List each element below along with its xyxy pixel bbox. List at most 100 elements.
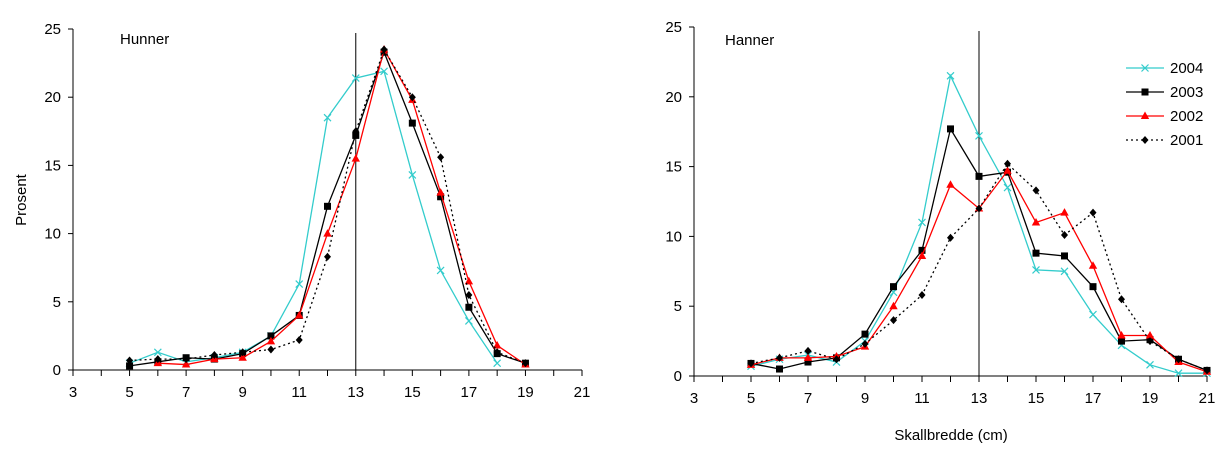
data-point	[747, 359, 755, 368]
data-point	[323, 113, 332, 122]
x-tick-label: 11	[291, 384, 307, 401]
data-point	[352, 127, 360, 136]
data-point	[803, 353, 813, 361]
data-point	[267, 345, 275, 354]
x-tick-label: 21	[1199, 390, 1216, 407]
data-point	[1032, 265, 1040, 274]
data-point	[323, 229, 332, 237]
series-line	[129, 47, 526, 364]
y-tick-label: 20	[44, 89, 61, 106]
legend-marker	[1141, 64, 1149, 72]
legend-label: 2003	[1170, 84, 1203, 101]
y-tick-label: 25	[665, 19, 682, 36]
legend-marker	[1140, 111, 1150, 119]
data-point	[804, 346, 812, 355]
legend-marker	[1141, 88, 1149, 96]
data-point	[1061, 252, 1068, 260]
data-point	[918, 291, 926, 300]
data-point	[266, 336, 276, 345]
x-tick-label: 19	[517, 384, 534, 401]
data-point	[493, 348, 501, 357]
data-point	[776, 353, 783, 362]
y-tick-label: 5	[674, 298, 682, 315]
x-axis-label: Skallbredde (cm)	[894, 427, 1007, 444]
data-point	[464, 316, 473, 325]
x-tick-label: 13	[347, 384, 364, 401]
data-point	[1175, 355, 1182, 364]
data-point	[1089, 208, 1097, 217]
x-tick-label: 17	[1085, 390, 1102, 407]
y-tick-label: 15	[44, 157, 61, 174]
data-point	[975, 204, 983, 213]
series-2001	[747, 159, 1211, 375]
data-point	[351, 154, 360, 162]
legend-item: 2003	[1126, 84, 1203, 101]
data-point	[776, 365, 783, 373]
data-point	[917, 251, 927, 259]
data-point	[946, 71, 955, 80]
legend-marker	[1141, 136, 1149, 144]
data-point	[437, 193, 445, 201]
panel-label: Hanner	[725, 32, 774, 49]
data-point	[889, 301, 898, 310]
data-point	[1089, 283, 1097, 291]
series-2002	[153, 44, 530, 368]
x-tick-label: 19	[1142, 390, 1159, 407]
x-tick-label: 3	[690, 390, 698, 407]
legend-label: 2001	[1170, 132, 1203, 149]
data-point	[1004, 159, 1011, 168]
data-point	[804, 358, 812, 366]
x-tick-label: 15	[1028, 390, 1045, 407]
data-point	[918, 218, 926, 227]
data-point	[238, 353, 247, 361]
data-point	[946, 180, 955, 188]
y-tick-label: 10	[665, 228, 682, 245]
x-tick-label: 5	[747, 390, 755, 407]
data-point	[408, 93, 416, 102]
data-point	[181, 360, 191, 368]
x-tick-label: 11	[914, 390, 930, 407]
x-tick-label: 15	[404, 384, 421, 401]
data-point	[521, 359, 529, 368]
data-point	[1203, 366, 1211, 375]
series-2004	[125, 67, 502, 368]
data-point	[1003, 183, 1012, 192]
data-point	[1118, 295, 1125, 304]
chart-panel: 0 5 10 15 20 25 3 5 7 9 11 13 15 17 19 21 Hunner Prosent	[13, 21, 590, 401]
series-line	[129, 70, 498, 364]
data-point	[861, 330, 869, 338]
x-tick-label: 7	[182, 384, 190, 401]
data-point	[1088, 261, 1098, 269]
data-point	[1003, 166, 1012, 174]
data-point	[295, 280, 304, 288]
chart-panel: 0 5 10 15 20 25 3 5 7 9 11 13 15 17 19 21 Hanner Skallbre…	[665, 19, 1215, 444]
data-point	[210, 350, 218, 359]
data-point	[1031, 217, 1041, 226]
data-point	[324, 202, 331, 210]
data-point	[380, 67, 388, 76]
data-point	[436, 188, 445, 196]
data-point	[493, 359, 502, 368]
y-tick-label: 25	[44, 21, 61, 38]
data-point	[1117, 331, 1126, 339]
data-point	[1032, 249, 1040, 257]
data-point	[351, 74, 360, 83]
data-point	[295, 310, 304, 319]
data-point	[267, 332, 275, 340]
data-point	[861, 339, 869, 348]
legend-item: 2001	[1126, 132, 1203, 149]
x-tick-label: 7	[804, 390, 812, 407]
legend-item: 2002	[1126, 108, 1203, 125]
panel-label: Hunner	[120, 31, 169, 48]
data-point	[465, 290, 473, 299]
data-point	[1032, 186, 1040, 195]
data-point	[408, 119, 416, 127]
data-point	[975, 131, 983, 140]
x-tick-label: 9	[238, 384, 246, 401]
data-point	[352, 131, 360, 139]
series-2001	[126, 45, 529, 368]
x-tick-label: 3	[69, 384, 77, 401]
legend-label: 2004	[1170, 60, 1203, 77]
data-point	[1174, 369, 1183, 378]
